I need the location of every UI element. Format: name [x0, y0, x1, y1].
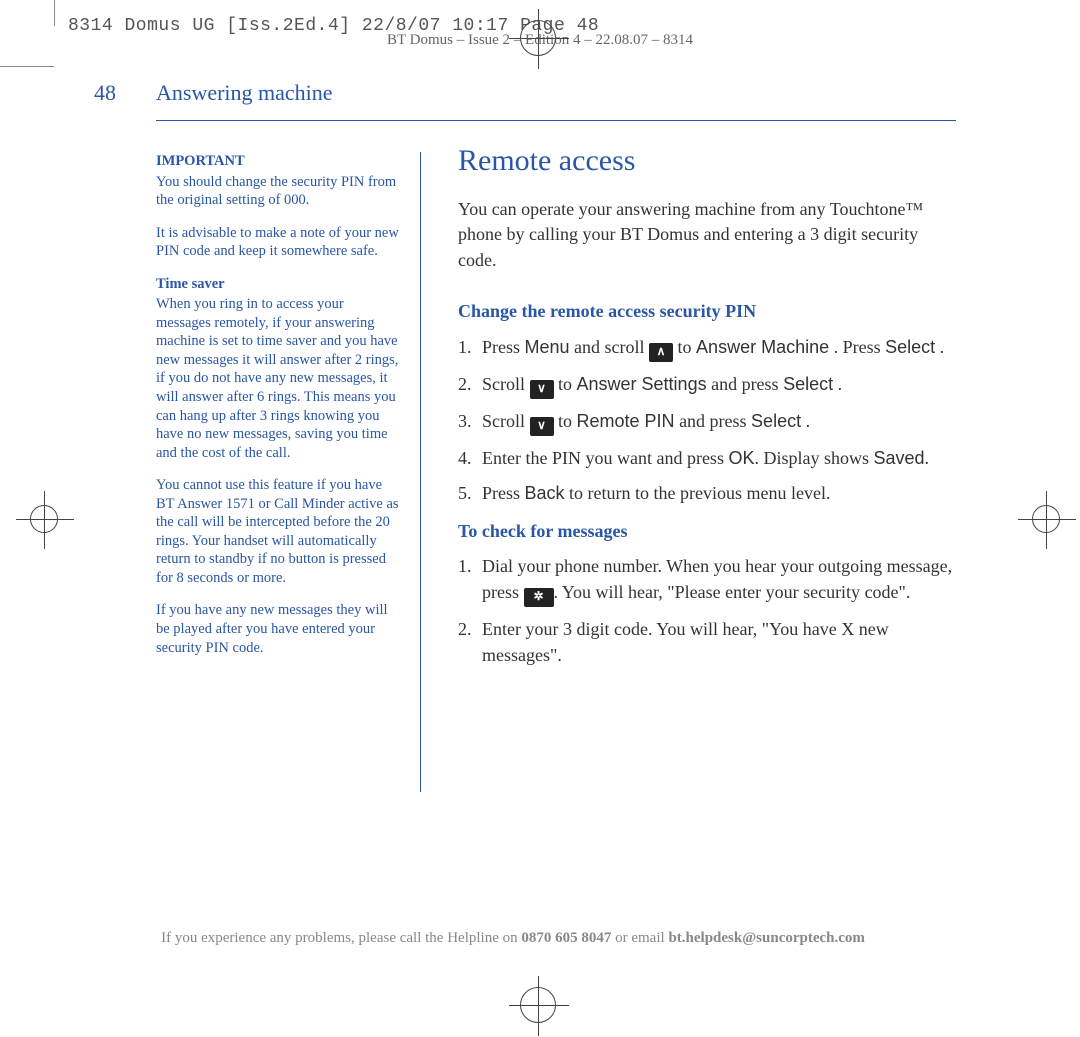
step-4: 4. Enter the PIN you want and press OK. … [458, 446, 958, 472]
ui-label-menu: Menu [525, 337, 570, 357]
column-divider [420, 152, 421, 792]
text: to [673, 337, 696, 357]
main-title: Remote access [458, 140, 958, 183]
section-title: Answering machine [156, 80, 333, 106]
header-rule [156, 120, 956, 121]
step-number: 5. [458, 481, 482, 507]
sidebar-timesaver-p3: If you have any new messages they will b… [156, 601, 401, 657]
step-3: 3. Scroll ∨ to Remote PIN and press Sele… [458, 409, 958, 436]
registration-mark-bottom [520, 987, 556, 1023]
step-number: 1. [458, 335, 482, 362]
check-step-1: 1. Dial your phone number. When you hear… [458, 554, 958, 607]
page-number: 48 [94, 80, 116, 106]
sidebar-timesaver-p1: When you ring in to access your messages… [156, 295, 401, 462]
heading-check-messages: To check for messages [458, 519, 958, 545]
text: to [554, 374, 577, 394]
step-number: 2. [458, 372, 482, 399]
ui-label-remote-pin: Remote PIN [577, 411, 675, 431]
sidebar-important-label: IMPORTANT [156, 152, 401, 171]
sidebar-important-p2: It is advisable to make a note of your n… [156, 224, 401, 261]
registration-mark-right [1032, 505, 1060, 533]
step-number: 1. [458, 554, 482, 607]
steps-check-messages: 1. Dial your phone number. When you hear… [458, 554, 958, 668]
step-2: 2. Scroll ∨ to Answer Settings and press… [458, 372, 958, 399]
step-number: 4. [458, 446, 482, 472]
text: Enter the PIN you want and press [482, 448, 728, 468]
ui-label-answer-machine: Answer Machine [696, 337, 829, 357]
text: Scroll [482, 374, 530, 394]
steps-change-pin: 1. Press Menu and scroll ∧ to Answer Mac… [458, 335, 958, 507]
down-key-icon: ∨ [530, 380, 554, 399]
main-intro: You can operate your answering machine f… [458, 197, 958, 274]
text: Press [482, 483, 525, 503]
step-5: 5. Press Back to return to the previous … [458, 481, 958, 507]
sidebar-timesaver-label: Time saver [156, 275, 401, 294]
ui-label-back: Back [525, 483, 565, 503]
text: Scroll [482, 411, 530, 431]
ui-label-saved: Saved [873, 448, 924, 468]
text: to return to the previous menu level. [565, 483, 831, 503]
text: . [801, 411, 810, 431]
step-number: 2. [458, 617, 482, 668]
text: . [935, 337, 944, 357]
step-1: 1. Press Menu and scroll ∧ to Answer Mac… [458, 335, 958, 362]
ui-label-ok: OK [728, 448, 754, 468]
text: to [554, 411, 577, 431]
footer-text: or email [611, 930, 668, 946]
check-step-2: 2. Enter your 3 digit code. You will hea… [458, 617, 958, 668]
text: . [833, 374, 842, 394]
footer-text: If you experience any problems, please c… [161, 930, 521, 946]
text: and scroll [570, 337, 649, 357]
text: . Press [829, 337, 885, 357]
text: and press [707, 374, 783, 394]
ui-label-answer-settings: Answer Settings [577, 374, 707, 394]
crop-mark-top [54, 0, 55, 26]
crop-mark-left [0, 66, 54, 67]
step-number: 3. [458, 409, 482, 436]
star-key-icon: ✲ [524, 588, 554, 607]
text: . You will hear, "Please enter your secu… [554, 582, 911, 602]
text: . Display shows [754, 448, 873, 468]
text: Enter your 3 digit code. You will hear, … [482, 617, 958, 668]
sidebar-timesaver-p2: You cannot use this feature if you have … [156, 476, 401, 587]
footer-email: bt.helpdesk@suncorptech.com [668, 930, 864, 946]
ui-label-select: Select [751, 411, 801, 431]
text: . [925, 448, 930, 468]
main-column: Remote access You can operate your answe… [458, 140, 958, 678]
registration-mark-left [30, 505, 58, 533]
registration-mark-top [520, 20, 556, 56]
text: and press [675, 411, 751, 431]
ui-label-select: Select [783, 374, 833, 394]
heading-change-pin: Change the remote access security PIN [458, 299, 958, 325]
text: Press [482, 337, 525, 357]
footer-phone: 0870 605 8047 [521, 930, 611, 946]
sidebar-important-p1: You should change the security PIN from … [156, 173, 401, 210]
ui-label-select: Select [885, 337, 935, 357]
sidebar: IMPORTANT You should change the security… [156, 152, 401, 671]
footer: If you experience any problems, please c… [0, 930, 1026, 947]
up-key-icon: ∧ [649, 343, 673, 362]
down-key-icon: ∨ [530, 417, 554, 436]
